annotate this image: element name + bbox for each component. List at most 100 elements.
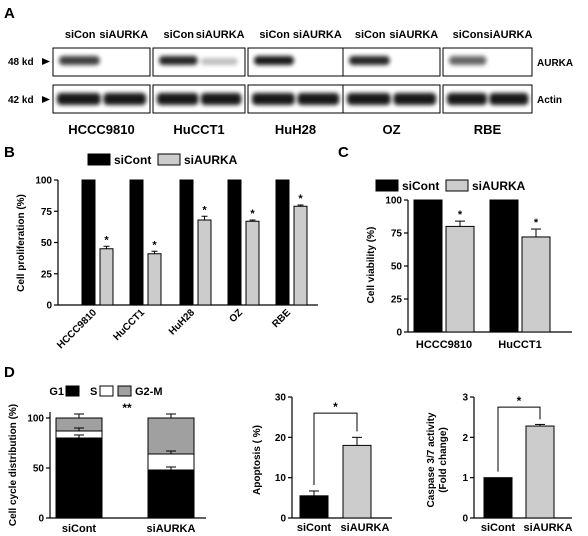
protein-actin: Actin: [537, 95, 562, 106]
significance-star: *: [250, 208, 255, 220]
y-tick-label: 0: [396, 328, 402, 339]
y-tick-label: 100: [35, 176, 52, 187]
significance-star: *: [152, 239, 157, 251]
bar-sicont: [81, 179, 96, 306]
legend-label-sicont: siCont: [114, 153, 151, 167]
bar: [483, 477, 513, 519]
y-tick-label: 1: [462, 473, 468, 484]
cell-line-label: HuH28: [275, 122, 316, 137]
lane-label: siAURKA: [389, 29, 438, 41]
lane-label: siCon: [355, 29, 386, 41]
band-actin-sicon: [57, 93, 101, 105]
panel-letter-d: D: [4, 364, 15, 381]
x-tick-label: siCont: [297, 522, 332, 534]
x-tick-label: siAURKA: [341, 522, 390, 534]
cell-line-label: OZ: [382, 122, 400, 137]
legend-label-siaurka: siAURKA: [184, 153, 238, 167]
band-aurka-sicon: [59, 56, 100, 65]
chart-caspase: 0 1 2 3 Caspase 3/7 activity (Fold change) siC…: [426, 393, 572, 535]
lane-label: siCon: [163, 29, 194, 41]
y-tick-label: 0: [46, 301, 52, 312]
y-tick-label: 0: [462, 514, 468, 525]
lane-label: siCon: [65, 29, 96, 41]
y-tick-label: 3: [462, 393, 468, 404]
panel-letter-a: A: [4, 5, 15, 22]
y-tick-label: 0: [280, 514, 286, 525]
marker-48kd: 48 kd: [8, 57, 34, 68]
y-axis-label: Cell viability (%): [366, 227, 377, 304]
bar-sicont: [179, 179, 194, 306]
y-tick-label: 20: [275, 433, 287, 444]
bar-sicont: [413, 199, 443, 333]
bar-segment-g1: [147, 469, 195, 519]
band-aurka-sicon: [349, 56, 390, 65]
x-tick-label: OZ: [228, 307, 246, 325]
y-axis-label: Cell cycle distribution (%): [8, 404, 19, 526]
bar-siaurka: [445, 225, 475, 333]
y-axis-label: Cell proliferation (%): [16, 194, 27, 292]
y-tick-label: 0: [38, 514, 44, 525]
legend-label-sicont: siCont: [402, 179, 439, 193]
x-tick-label: siCont: [481, 522, 516, 534]
legend-swatch-s: [99, 385, 114, 397]
bar-sicont: [489, 199, 519, 333]
chart-cell-cycle: 0 50 100 Cell cycle distribution (%) siCont s…: [8, 385, 206, 535]
chart-apoptosis: 0 10 20 30 Apoptosis ( %) siCont siAURKA *: [252, 393, 392, 534]
bar-siaurka: [293, 205, 308, 306]
legend-swatch-sicont: [375, 179, 399, 192]
significance-star: *: [458, 209, 463, 221]
legend-swatch-g1: [65, 385, 80, 397]
y-tick-label: 10: [275, 473, 287, 484]
bar-segment-g1: [55, 437, 103, 519]
y-tick-label: 50: [391, 262, 403, 273]
lane-label: siCon: [453, 29, 484, 41]
y-axis-label-sub: (Fold change): [438, 427, 449, 493]
legend-swatch-sicont: [87, 153, 111, 166]
lane-label: siAURKA: [293, 29, 342, 41]
band-aurka-sicon: [449, 56, 487, 65]
chart-proliferation: 0 25 50 75 100 Cell proliferation (%) * HCCC981…: [16, 153, 318, 351]
x-tick-label: HuCCT1: [111, 307, 147, 343]
significance-star: **: [122, 401, 132, 415]
band-actin-siaurka: [200, 93, 242, 105]
bar-siaurka: [147, 253, 162, 306]
marker-arrow: [42, 58, 50, 65]
y-tick-label: 2: [462, 433, 468, 444]
x-tick-label: RBE: [270, 307, 293, 330]
cell-line-label: HCCC9810: [68, 122, 134, 137]
cell-line-label: RBE: [474, 122, 502, 137]
significance-star: *: [104, 234, 109, 246]
y-tick-label: 30: [275, 393, 287, 404]
bar-sicont: [129, 179, 144, 306]
protein-aurka: AURKA: [537, 58, 573, 69]
y-axis-label: Caspase 3/7 activity: [426, 412, 437, 507]
legend-label-g1: G1: [49, 386, 64, 398]
marker-arrow: [42, 96, 50, 103]
y-tick-label: 50: [41, 238, 53, 249]
significance-star: *: [333, 400, 338, 414]
significance-star: *: [298, 193, 303, 205]
x-tick-label: siAURKA: [524, 522, 573, 534]
x-tick-label: HuCCT1: [498, 339, 541, 351]
blot-frame-aurka: [442, 47, 533, 77]
y-tick-label: 25: [41, 269, 53, 280]
bar: [525, 425, 555, 519]
y-tick-label: 100: [27, 414, 44, 425]
band-actin-siaurka: [103, 93, 147, 105]
band-aurka-sicon: [159, 56, 198, 65]
bar-siaurka: [245, 220, 260, 306]
y-tick-label: 100: [385, 196, 402, 207]
lane-label: siAURKA: [196, 29, 245, 41]
legend-label-g2m: G2-M: [135, 386, 163, 398]
bar-siaurka: [197, 219, 212, 306]
y-tick-label: 75: [41, 207, 53, 218]
band-aurka-siaurka: [200, 58, 238, 65]
legend-label-s: S: [90, 386, 97, 398]
y-tick-label: 50: [33, 464, 45, 475]
significance-bracket: [497, 406, 541, 472]
x-tick-label: HCCC9810: [55, 307, 99, 351]
chart-viability: 0 25 50 75 100 Cell viability (%) * HCCC9810 * Hu…: [366, 179, 572, 351]
legend-label-siaurka: siAURKA: [472, 179, 526, 193]
bar-siaurka: [521, 236, 551, 333]
